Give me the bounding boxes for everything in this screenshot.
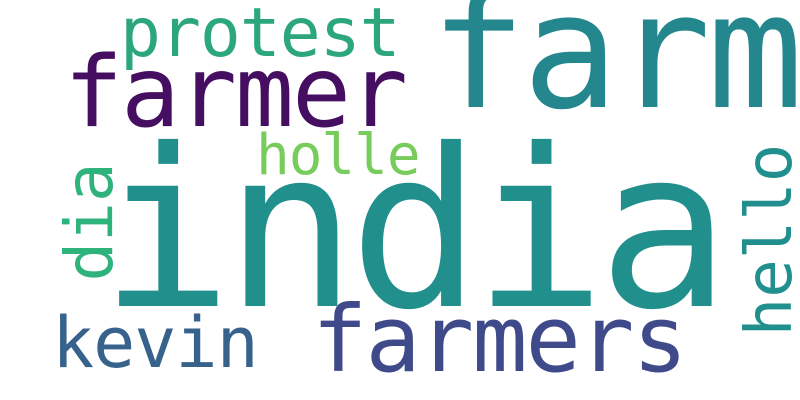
word-farmers: farmers xyxy=(312,286,688,393)
word-protest: protest xyxy=(120,0,401,73)
word-kevin: kevin xyxy=(52,302,259,384)
word-dia: dia xyxy=(51,162,128,282)
word-farm: farm xyxy=(430,0,800,145)
word-india: india xyxy=(100,102,730,358)
word-farmer: farmer xyxy=(64,36,408,150)
word-hello: hello xyxy=(733,143,800,337)
word-holle: holle xyxy=(256,123,421,188)
